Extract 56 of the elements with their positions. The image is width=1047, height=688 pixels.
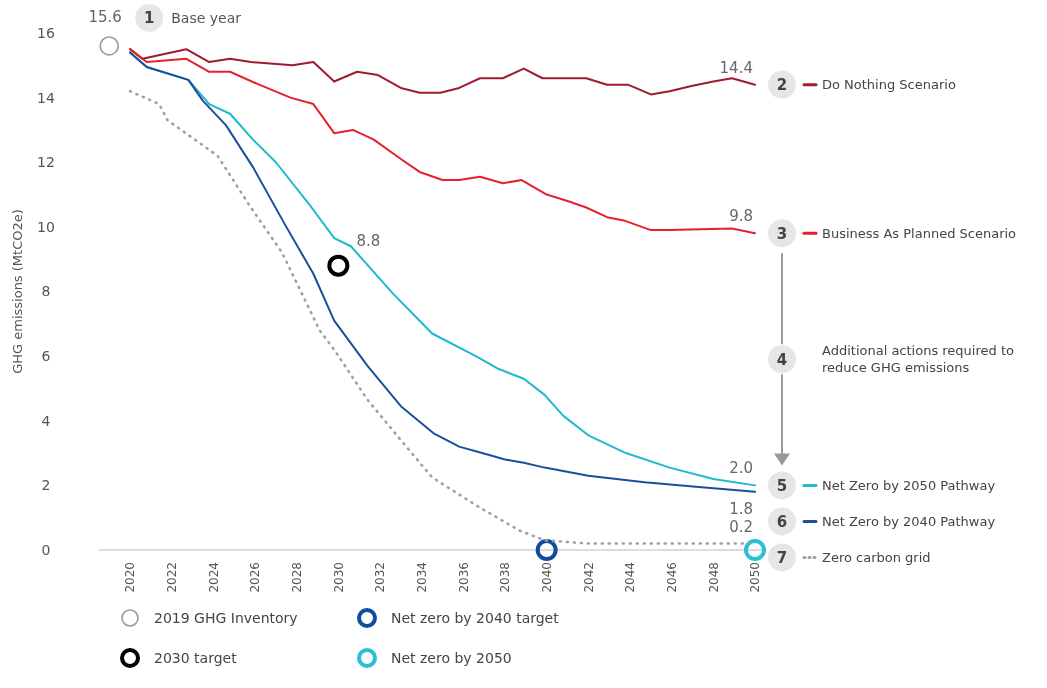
- x-tick-label: 2022: [164, 562, 179, 593]
- text: 6: [776, 512, 788, 531]
- text: 7: [776, 548, 788, 567]
- text: 3: [776, 224, 788, 243]
- x-tick-label: 2050: [748, 562, 763, 593]
- x-tick-label: 2028: [289, 562, 304, 593]
- x-tick-label: 2032: [373, 562, 388, 593]
- x-tick-label: 2038: [498, 562, 513, 593]
- text: 4: [776, 350, 788, 369]
- y-tick-label: 8: [41, 283, 51, 300]
- point: [743, 539, 766, 561]
- text: 2: [776, 76, 788, 95]
- legend-label: Business As Planned Scenario: [822, 225, 1017, 241]
- y-tick-label: 12: [37, 154, 55, 171]
- legend-label: Net zero by 2040 target: [391, 609, 560, 626]
- y-tick-label: 10: [37, 218, 55, 235]
- legend-label: 2030 target: [154, 649, 238, 666]
- x-tick-label: 2026: [248, 562, 263, 593]
- y-tick-label: 14: [37, 89, 55, 106]
- x-tick-label: 2034: [414, 562, 429, 593]
- text: 1: [144, 9, 155, 28]
- data-label: 1.8: [729, 499, 753, 518]
- y-tick-label: 0: [41, 541, 51, 558]
- x-tick-label: 2044: [623, 562, 638, 593]
- y-tick-label: 2: [41, 477, 51, 494]
- point: [99, 36, 120, 56]
- line-series: [129, 48, 756, 235]
- y-tick-label: 4: [41, 412, 51, 429]
- data-label: 8.8: [356, 231, 381, 250]
- y-tick-label: 16: [37, 24, 55, 41]
- x-tick-label: 2020: [123, 562, 138, 593]
- x-tick-label: 2048: [706, 562, 721, 593]
- legend-label: 2019 GHG Inventory: [154, 609, 298, 626]
- x-tick-label: 2046: [664, 562, 679, 593]
- legend-label: Net zero by 2050: [391, 649, 512, 666]
- legend-label: Do Nothing Scenario: [822, 77, 956, 93]
- x-tick-label: 2036: [456, 562, 471, 593]
- data-label: 15.6: [88, 7, 122, 26]
- data-label: 9.8: [729, 207, 753, 226]
- text: 5: [776, 476, 788, 495]
- x-tick-label: 2042: [581, 562, 596, 593]
- data-label: 2.0: [729, 459, 753, 478]
- text: Additional actions required to reduce GHG emissions: [822, 343, 1015, 376]
- y-axis-title: GHG emissions (MtCO2e): [10, 209, 25, 374]
- point: [327, 254, 350, 277]
- data-label: 0.2: [729, 517, 753, 536]
- legend-label: Net Zero by 2050 Pathway: [822, 477, 996, 493]
- legend-label: Zero carbon grid: [822, 549, 931, 565]
- point: [535, 539, 558, 561]
- legend-label: Net Zero by 2040 Pathway: [822, 513, 996, 529]
- x-tick-label: 2024: [206, 562, 221, 593]
- x-tick-label: 2030: [331, 562, 346, 593]
- x-tick-label: 2040: [539, 562, 554, 593]
- text: Base year: [171, 9, 242, 26]
- y-tick-label: 6: [41, 348, 51, 365]
- data-label: 14.4: [719, 58, 753, 77]
